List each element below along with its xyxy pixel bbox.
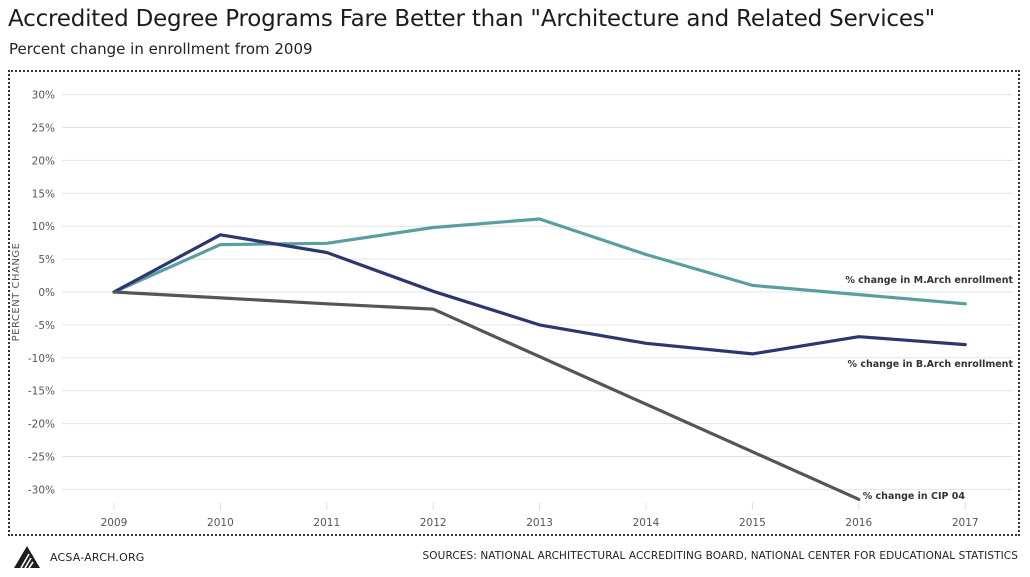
y-tick-label: -20%	[28, 419, 55, 431]
series-label-2: % change in CIP 04	[863, 491, 966, 502]
y-tick-label: -5%	[35, 320, 55, 332]
y-tick-label: 30%	[32, 90, 55, 102]
x-tick-label: 2014	[633, 517, 660, 529]
y-tick-label: 5%	[38, 254, 55, 266]
axes: 30% 25% 20% 15% 10% 5% 0% -5% -10% -15% -20% -25% -3…	[11, 90, 979, 529]
series-line-2	[112, 290, 861, 501]
y-axis-title: PERCENT CHANGE	[11, 243, 22, 342]
x-tick-label: 2010	[207, 517, 234, 529]
y-tick-label: 20%	[32, 155, 55, 167]
y-tick-label: -30%	[28, 484, 55, 496]
y-tick-label: 25%	[32, 123, 55, 135]
x-tick-label: 2015	[739, 517, 766, 529]
x-tick-label: 2011	[313, 517, 340, 529]
chart-title: Accredited Degree Programs Fare Better t…	[8, 6, 935, 32]
series-lines	[112, 217, 967, 501]
y-tick-label: 15%	[32, 188, 55, 200]
footer-branding: ACSA-ARCH.ORG	[12, 545, 145, 569]
series-labels: % change in M.Arch enrollment % change in…	[845, 275, 1013, 502]
series-label-0: % change in M.Arch enrollment	[845, 275, 1013, 286]
x-tick-label: 2017	[952, 517, 979, 529]
chart-subtitle: Percent change in enrollment from 2009	[9, 40, 313, 58]
x-tick-label: 2009	[101, 517, 128, 529]
y-tick-label: -10%	[28, 353, 55, 365]
grid-lines	[62, 94, 1013, 510]
x-tick-label: 2012	[420, 517, 447, 529]
x-tick-label: 2013	[526, 517, 553, 529]
x-tick-label: 2016	[845, 517, 872, 529]
y-tick-label: -15%	[28, 386, 55, 398]
chart-frame	[8, 70, 1020, 536]
site-name[interactable]: ACSA-ARCH.ORG	[50, 550, 145, 564]
y-tick-label: 0%	[38, 287, 55, 299]
y-tick-label: -25%	[28, 452, 55, 464]
series-line-0	[112, 217, 967, 306]
acsa-logo-icon	[14, 546, 40, 569]
series-line-1	[112, 233, 967, 356]
series-label-1: % change in B.Arch enrollment	[848, 359, 1014, 370]
sources-note: SOURCES: NATIONAL ARCHITECTURAL ACCREDIT…	[422, 550, 1018, 562]
y-tick-label: 10%	[32, 221, 55, 233]
